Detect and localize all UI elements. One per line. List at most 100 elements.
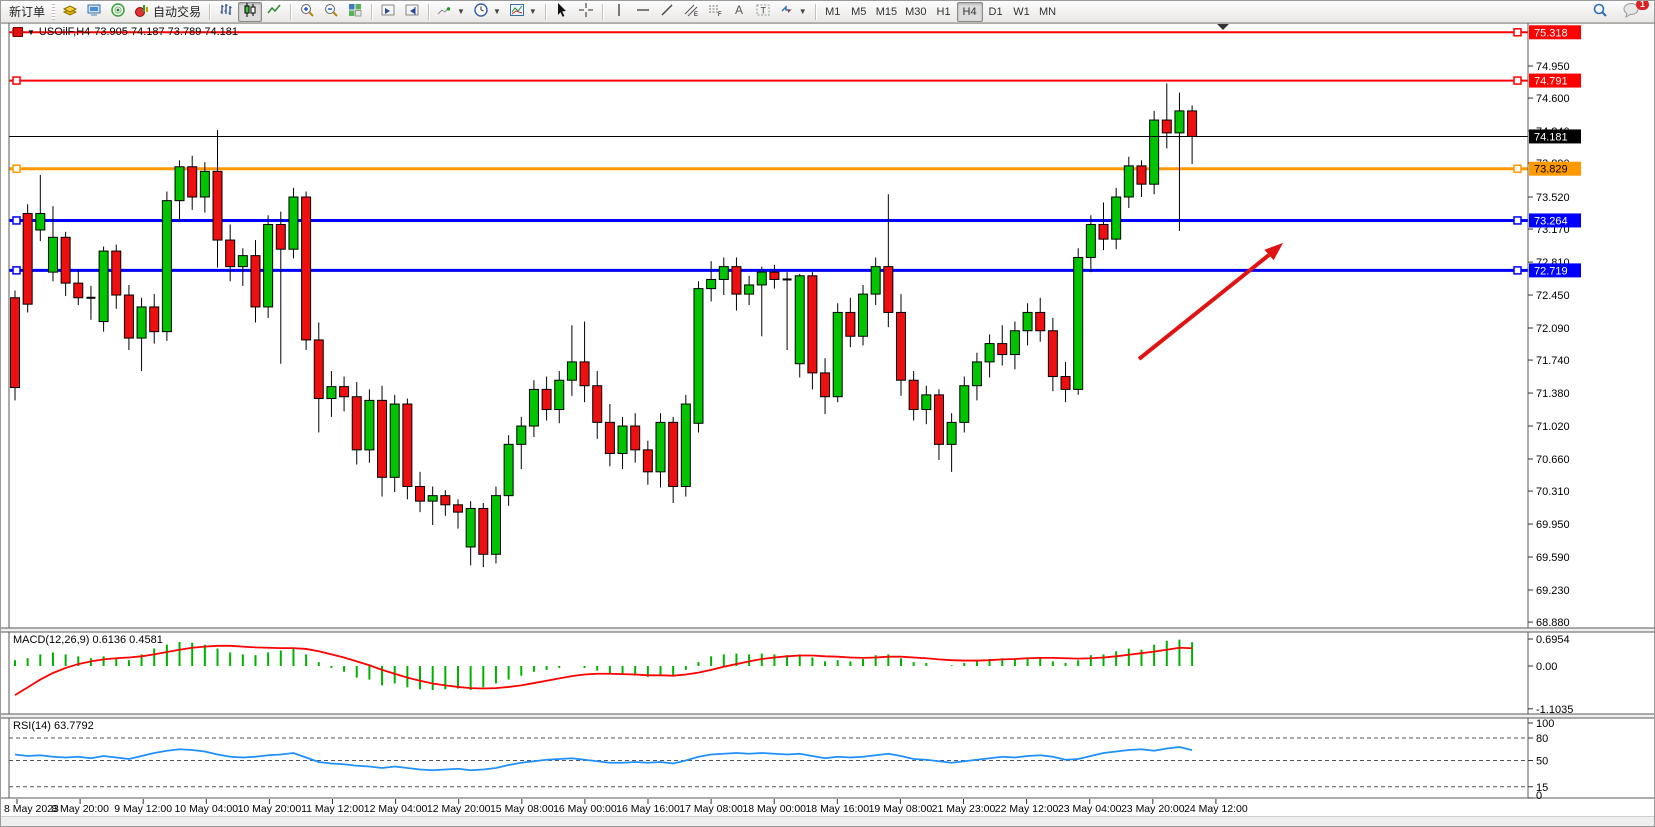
bar-chart-mode-button[interactable] [214, 2, 238, 22]
hline-price-chip-label: 73.264 [1534, 215, 1568, 227]
trend-arrow-line[interactable] [1137, 253, 1271, 361]
hline-price-chip [1529, 213, 1581, 228]
trend-arrow-head[interactable] [1264, 243, 1283, 261]
new-order-label: 新订单 [9, 5, 46, 19]
candle [820, 358, 831, 415]
notifications-button[interactable]: 1 [1618, 1, 1649, 22]
strategy-tester-button[interactable] [106, 2, 130, 22]
macd-name: MACD(12,26,9) [13, 634, 90, 646]
time-tick-label: 23 May 20:00 [1121, 803, 1185, 815]
zoom-in-icon [299, 2, 315, 21]
search-button[interactable] [1588, 2, 1612, 22]
hline-handle[interactable] [1513, 266, 1522, 275]
candle-body [769, 271, 780, 280]
candle-body [123, 294, 134, 339]
macd-values: 0.6136 0.4581 [92, 634, 163, 646]
chart-shift-marker[interactable] [1217, 24, 1229, 30]
candle [1035, 297, 1046, 342]
new-order-button[interactable]: 新订单 [5, 2, 49, 22]
candle [680, 394, 691, 497]
time-tick-label: 18 May 16:00 [805, 803, 869, 815]
timeframe-button-D1[interactable]: D1 [983, 2, 1009, 22]
candle [301, 191, 312, 350]
candle [604, 404, 615, 467]
candle-body [313, 339, 324, 400]
trendline-icon [659, 2, 675, 21]
vertical-line-tool-button[interactable] [607, 2, 631, 22]
periods-button[interactable]: ▼ [469, 2, 505, 22]
arrows-tool-button[interactable]: ▼ [775, 2, 811, 22]
trendline-tool-button[interactable] [655, 2, 679, 22]
candle [845, 297, 856, 348]
autotrading-button[interactable]: 自动交易 [130, 2, 205, 22]
candle-body [1085, 223, 1096, 258]
chart-menu-arrow-icon[interactable]: ▼ [27, 27, 35, 37]
text-tool-button[interactable]: A [727, 2, 751, 22]
candle-body [541, 388, 552, 411]
zoom-out-button[interactable] [319, 2, 343, 22]
candle-body [427, 495, 438, 502]
text-label-tool-button[interactable]: T [751, 2, 775, 22]
hline-handle[interactable] [1513, 76, 1522, 85]
candle-body [617, 425, 628, 455]
indicators-button[interactable]: ▼ [433, 2, 469, 22]
timeframe-button-H1[interactable]: H1 [931, 2, 957, 22]
candle [174, 160, 185, 222]
timeframe-button-H4[interactable]: H4 [956, 1, 983, 22]
candle [870, 257, 881, 306]
equidistant-channel-tool-button[interactable]: E [679, 2, 703, 22]
hline-handle[interactable] [1513, 28, 1522, 37]
candle [1111, 187, 1122, 250]
chart-shift-icon [380, 2, 396, 21]
current-price-chip-label: 74.181 [1534, 131, 1568, 143]
candle-body [452, 504, 463, 513]
candle [364, 389, 375, 463]
timeframe-button-M15[interactable]: M15 [872, 2, 901, 22]
tile-windows-button[interactable] [343, 2, 367, 22]
hline-handle[interactable] [12, 76, 21, 85]
candle [642, 440, 653, 485]
candle-body [579, 361, 590, 387]
hline-price-chip [1529, 25, 1581, 40]
hline-handle[interactable] [12, 216, 21, 225]
svg-text:F: F [718, 12, 722, 18]
panel-splitter[interactable] [1, 628, 1655, 632]
hline-handle[interactable] [12, 266, 21, 275]
price-tick-label: 74.600 [1536, 93, 1570, 105]
macd-axis-label: 0.00 [1536, 661, 1557, 673]
timeframe-button-W1[interactable]: W1 [1009, 2, 1035, 22]
cursor-tool-button[interactable] [550, 2, 574, 22]
auto-scroll-button[interactable] [400, 2, 424, 22]
timeframe-button-MN[interactable]: MN [1035, 2, 1061, 22]
fibonacci-tool-button[interactable]: F [703, 2, 727, 22]
zoom-in-button[interactable] [295, 2, 319, 22]
hline-handle[interactable] [12, 164, 21, 173]
candle [60, 231, 71, 296]
chart-shift-button[interactable] [376, 2, 400, 22]
rsi-name: RSI(14) [13, 720, 51, 732]
timeframe-button-M1[interactable]: M1 [820, 2, 846, 22]
price-tick-label: 70.310 [1536, 486, 1570, 498]
price-tick-label: 68.880 [1536, 617, 1570, 629]
crosshair-tool-button[interactable] [574, 2, 598, 22]
hline-price-chip [1529, 263, 1581, 278]
hline-handle[interactable] [1513, 164, 1522, 173]
candle-body [908, 379, 919, 411]
macd-axis-label: 0.6954 [1536, 634, 1570, 646]
candle [1149, 110, 1160, 195]
hline-handle[interactable] [1513, 216, 1522, 225]
terminal-button[interactable] [82, 2, 106, 22]
candle [187, 155, 198, 210]
candlestick-mode-button[interactable] [238, 1, 263, 22]
timeframe-button-M5[interactable]: M5 [846, 2, 872, 22]
timeframe-button-M30[interactable]: M30 [901, 2, 930, 22]
market-depth-button[interactable] [58, 2, 82, 22]
toolbar-separator [544, 3, 546, 20]
panel-splitter[interactable] [1, 714, 1655, 718]
templates-button[interactable]: ▼ [505, 2, 541, 22]
horizontal-line-tool-button[interactable] [631, 2, 655, 22]
main-toolbar: 新订单 自动交易 [1, 1, 1654, 23]
line-chart-mode-button[interactable] [262, 2, 286, 22]
candle-body [668, 421, 679, 487]
